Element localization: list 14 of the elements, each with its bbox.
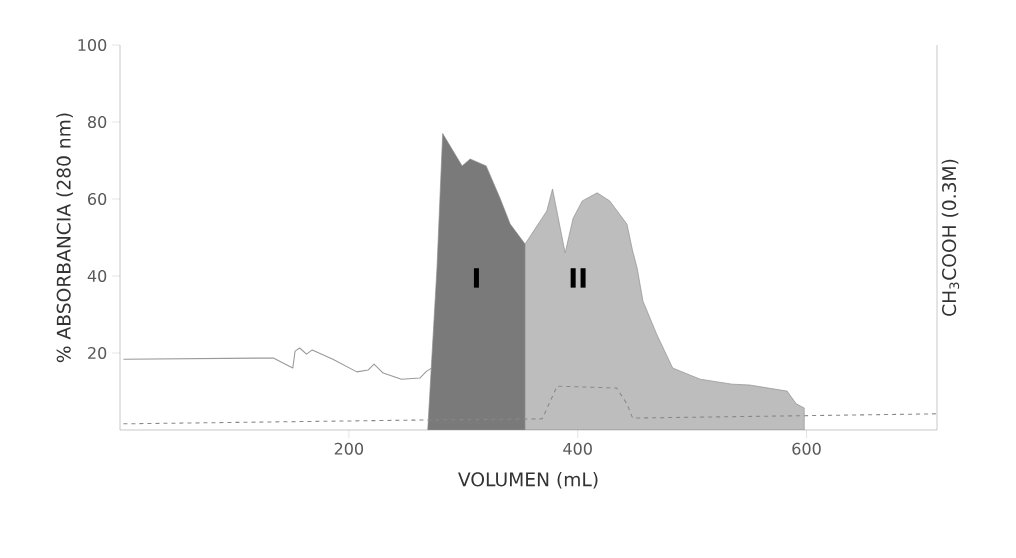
annotation: I	[473, 268, 479, 288]
y-tick-label: 40	[87, 269, 107, 283]
y-tick-label: 80	[88, 115, 107, 129]
x-tick-label: 400	[563, 442, 592, 455]
annotation: II	[570, 268, 586, 288]
x-tick-label: 600	[792, 442, 821, 455]
x-axis-title: VOLUMEN (mL)	[458, 471, 598, 489]
y2-axis-title: CH$_{3}$COOH (0.3M)	[941, 159, 960, 316]
x-tick-label: 200	[334, 442, 364, 455]
y-axis-title: % ABSORBANCIA (280 nm)	[56, 113, 73, 363]
y-tick-label: 100	[78, 38, 107, 52]
y-tick-label: 60	[88, 192, 107, 206]
line-series	[122, 347, 432, 380]
y-tick-label: 20	[88, 346, 107, 360]
